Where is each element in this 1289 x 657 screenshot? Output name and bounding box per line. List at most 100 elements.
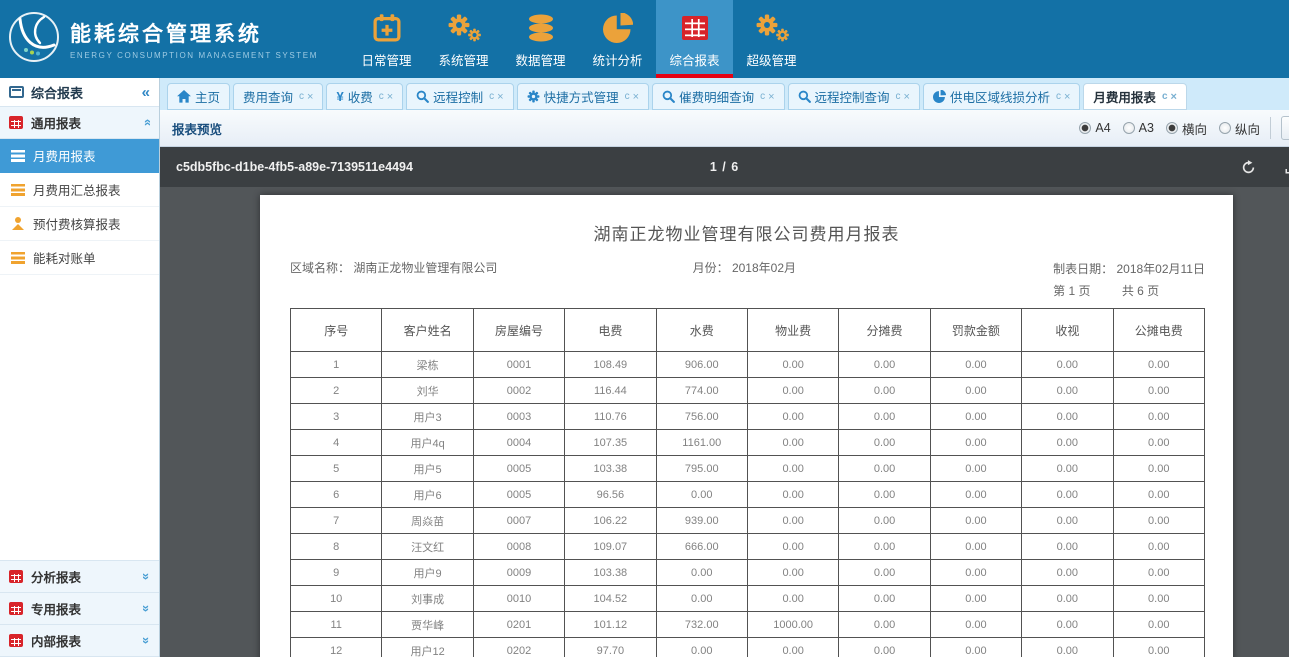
column-header: 收视 [1022,309,1113,352]
table-cell: 0.00 [839,560,930,586]
pie-icon [933,90,946,103]
expand-icon[interactable] [1284,160,1289,175]
sidebar-header: 综合报表 « [0,78,159,107]
table-cell: 汪文红 [382,534,473,560]
tab-line-loss[interactable]: 供电区域线损分析 c× [923,83,1080,110]
table-cell: 2 [291,378,382,404]
table-cell: 0.00 [1113,508,1204,534]
page-indicator: 1 / 6 [710,160,739,174]
page-count-info: 第 1 页 共 6 页 [1053,284,1159,298]
table-cell: 0.00 [1113,534,1204,560]
sidebar-item-monthly-fee-report[interactable]: 月费用报表 [0,139,159,173]
sidebar-section-general[interactable]: 通用报表 » [0,106,159,139]
search-icon [798,90,811,103]
app-header: 能耗综合管理系统 ENERGY CONSUMPTION MANAGEMENT S… [0,0,1289,78]
table-cell: 0.00 [1022,534,1113,560]
tab-monthly-report[interactable]: 月费用报表 c× [1083,83,1187,110]
table-cell: 106.22 [565,508,656,534]
tab-refresh-icon[interactable]: c [1056,91,1061,102]
radio-a4[interactable]: A4 [1079,121,1110,135]
tab-refresh-icon[interactable]: c [896,91,901,102]
sidebar-spacer [0,275,159,561]
table-header-row: 序号客户姓名房屋编号电费水费物业费分摊费罚款金额收视公摊电费 [291,309,1205,352]
sidebar-section-special[interactable]: 专用报表 » [0,592,159,625]
radio-landscape[interactable]: 横向 [1166,119,1207,138]
table-cell: 0.00 [930,430,1021,456]
viewer-actions [1241,160,1273,175]
table-cell: 0.00 [930,534,1021,560]
table-cell: 0.00 [1113,638,1204,657]
table-cell: 0007 [473,508,564,534]
sidebar-expanded-sections: 通用报表 » 月费用报表 月费用汇总报表 预付费核算报表 能耗对账单 [0,107,159,275]
tab-refresh-icon[interactable]: c [489,91,494,102]
refresh-icon[interactable] [1241,160,1256,175]
table-cell: 0.00 [930,508,1021,534]
report-grid-icon [681,10,709,46]
chevron-down-icon: » [139,573,154,580]
tab-refresh-icon[interactable]: c [760,91,765,102]
nav-item-super[interactable]: 超级管理 [733,0,810,78]
tab-close-icon[interactable]: × [1064,91,1070,103]
sidebar-section-internal[interactable]: 内部报表 » [0,624,159,657]
nav-item-system[interactable]: 系统管理 [425,0,502,78]
cropped-toolbar-control[interactable] [1281,116,1289,140]
sidebar-collapse-button[interactable]: « [142,84,150,101]
table-cell: 666.00 [656,534,747,560]
tab-charge[interactable]: ¥ 收费 c× [326,83,403,110]
table-row: 11贾华峰0201101.12732.001000.000.000.000.00… [291,612,1205,638]
table-cell: 0201 [473,612,564,638]
date-page-info: 制表日期： 2018年02月11日 第 1 页 共 6 页 [1053,259,1205,302]
tab-close-icon[interactable]: × [768,91,774,103]
nav-item-data[interactable]: 数据管理 [502,0,579,78]
tab-remote-control[interactable]: 远程控制 c× [406,83,513,110]
gears-icon [446,10,482,46]
radio-a3[interactable]: A3 [1123,121,1154,135]
tab-remote-query[interactable]: 远程控制查询 c× [788,83,920,110]
tab-home[interactable]: 主页 [167,83,230,110]
sidebar-item-monthly-fee-summary[interactable]: 月费用汇总报表 [0,173,159,207]
table-cell: 0.00 [839,456,930,482]
table-cell: 3 [291,404,382,430]
sidebar-item-energy-statement[interactable]: 能耗对账单 [0,241,159,275]
nav-item-stats[interactable]: 统计分析 [579,0,656,78]
tab-shortcut-mgmt[interactable]: 快捷方式管理 c× [517,83,649,110]
tab-refresh-icon[interactable]: c [299,91,304,102]
report-meta: 区域名称： 湖南正龙物业管理有限公司 月份： 2018年02月 制表日期： 20… [290,259,1205,302]
table-cell: 101.12 [565,612,656,638]
sidebar-item-prepaid-accounting[interactable]: 预付费核算报表 [0,207,159,241]
table-row: 1梁栋0001108.49906.000.000.000.000.000.00 [291,352,1205,378]
table-cell: 0.00 [930,456,1021,482]
tab-close-icon[interactable]: × [307,91,313,103]
sidebar-section-analysis[interactable]: 分析报表 » [0,560,159,593]
table-cell: 939.00 [656,508,747,534]
table-cell: 732.00 [656,612,747,638]
home-icon [177,90,191,103]
table-cell: 0.00 [1113,404,1204,430]
tab-close-icon[interactable]: × [1171,91,1177,103]
search-icon [662,90,675,103]
table-cell: 107.35 [565,430,656,456]
tab-close-icon[interactable]: × [633,91,639,103]
radio-portrait[interactable]: 纵向 [1219,119,1260,138]
table-cell: 0.00 [656,586,747,612]
nav-item-daily[interactable]: 日常管理 [348,0,425,78]
tab-refresh-icon[interactable]: c [379,91,384,102]
column-header: 客户姓名 [382,309,473,352]
nav-item-reports[interactable]: 综合报表 [656,0,733,78]
table-cell: 0.00 [839,612,930,638]
tab-refresh-icon[interactable]: c [625,91,630,102]
chevron-up-icon: » [139,119,154,126]
app-logo: 能耗综合管理系统 ENERGY CONSUMPTION MANAGEMENT S… [0,0,318,78]
tab-close-icon[interactable]: × [497,91,503,103]
tab-refresh-icon[interactable]: c [1162,91,1168,102]
tab-fee-reminder[interactable]: 催费明细查询 c× [652,83,784,110]
tab-fee-query[interactable]: 费用查询 c× [233,83,323,110]
radio-circle-icon [1166,122,1178,134]
tab-close-icon[interactable]: × [904,91,910,103]
toolbar-divider [1270,117,1271,139]
page-options: A4 A3 横向 纵向 [1079,119,1260,138]
tab-close-icon[interactable]: × [387,91,393,103]
table-cell: 0.00 [839,430,930,456]
table-cell: 0.00 [1113,456,1204,482]
table-cell: 756.00 [656,404,747,430]
